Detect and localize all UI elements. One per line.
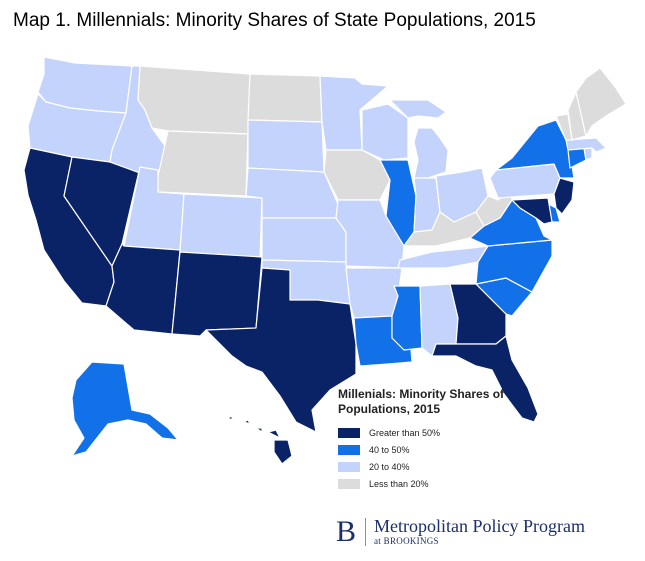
legend-item-gt50: Greater than 50% <box>338 424 538 441</box>
state-tx <box>205 267 357 433</box>
state-ri <box>583 147 593 161</box>
legend-item-20to40: 20 to 40% <box>338 458 538 475</box>
legend-label-gt50: Greater than 50% <box>369 427 441 438</box>
program-name: Metropolitan Policy Program <box>374 516 585 536</box>
state-nd <box>247 73 323 123</box>
state-ct <box>567 147 587 169</box>
state-md <box>511 197 553 225</box>
legend: Millenials: Minority Shares of Populatio… <box>338 387 538 492</box>
state-co <box>179 193 263 259</box>
legend-label-20to40: 20 to 40% <box>369 461 410 472</box>
logo-divider <box>365 518 367 546</box>
legend-swatch-gt50 <box>338 427 360 438</box>
brookings-logo: B Metropolitan Policy Program at BROOKIN… <box>336 517 585 547</box>
state-ky <box>403 211 485 247</box>
legend-label-40to50: 40 to 50% <box>369 444 410 455</box>
state-ak <box>71 361 179 457</box>
state-me <box>575 67 627 137</box>
state-wy <box>157 130 249 197</box>
state-sd <box>247 119 325 173</box>
brookings-b-logo-icon: B <box>336 515 357 548</box>
legend-swatch-lt20 <box>338 478 360 489</box>
legend-swatch-20to40 <box>338 461 360 472</box>
legend-item-lt20: Less than 20% <box>338 475 538 492</box>
state-tn <box>397 245 489 269</box>
legend-swatch-40to50 <box>338 444 360 455</box>
state-ks <box>261 217 347 263</box>
legend-title: Millenials: Minority Shares of Populatio… <box>338 387 505 416</box>
map-title: Map 1. Millennials: Minority Shares of S… <box>13 10 536 31</box>
state-ma <box>565 137 607 153</box>
state-nc <box>475 239 553 293</box>
legend-item-40to50: 40 to 50% <box>338 441 538 458</box>
state-mt <box>137 65 251 135</box>
state-fl <box>431 335 539 423</box>
state-az <box>105 243 181 335</box>
state-mn <box>319 75 389 151</box>
state-wi <box>361 103 409 161</box>
legend-label-lt20: Less than 20% <box>369 478 429 489</box>
state-mi <box>389 99 449 179</box>
program-subtitle: at BROOKINGS <box>374 536 439 546</box>
state-nm <box>171 251 263 337</box>
state-hi <box>227 415 293 465</box>
